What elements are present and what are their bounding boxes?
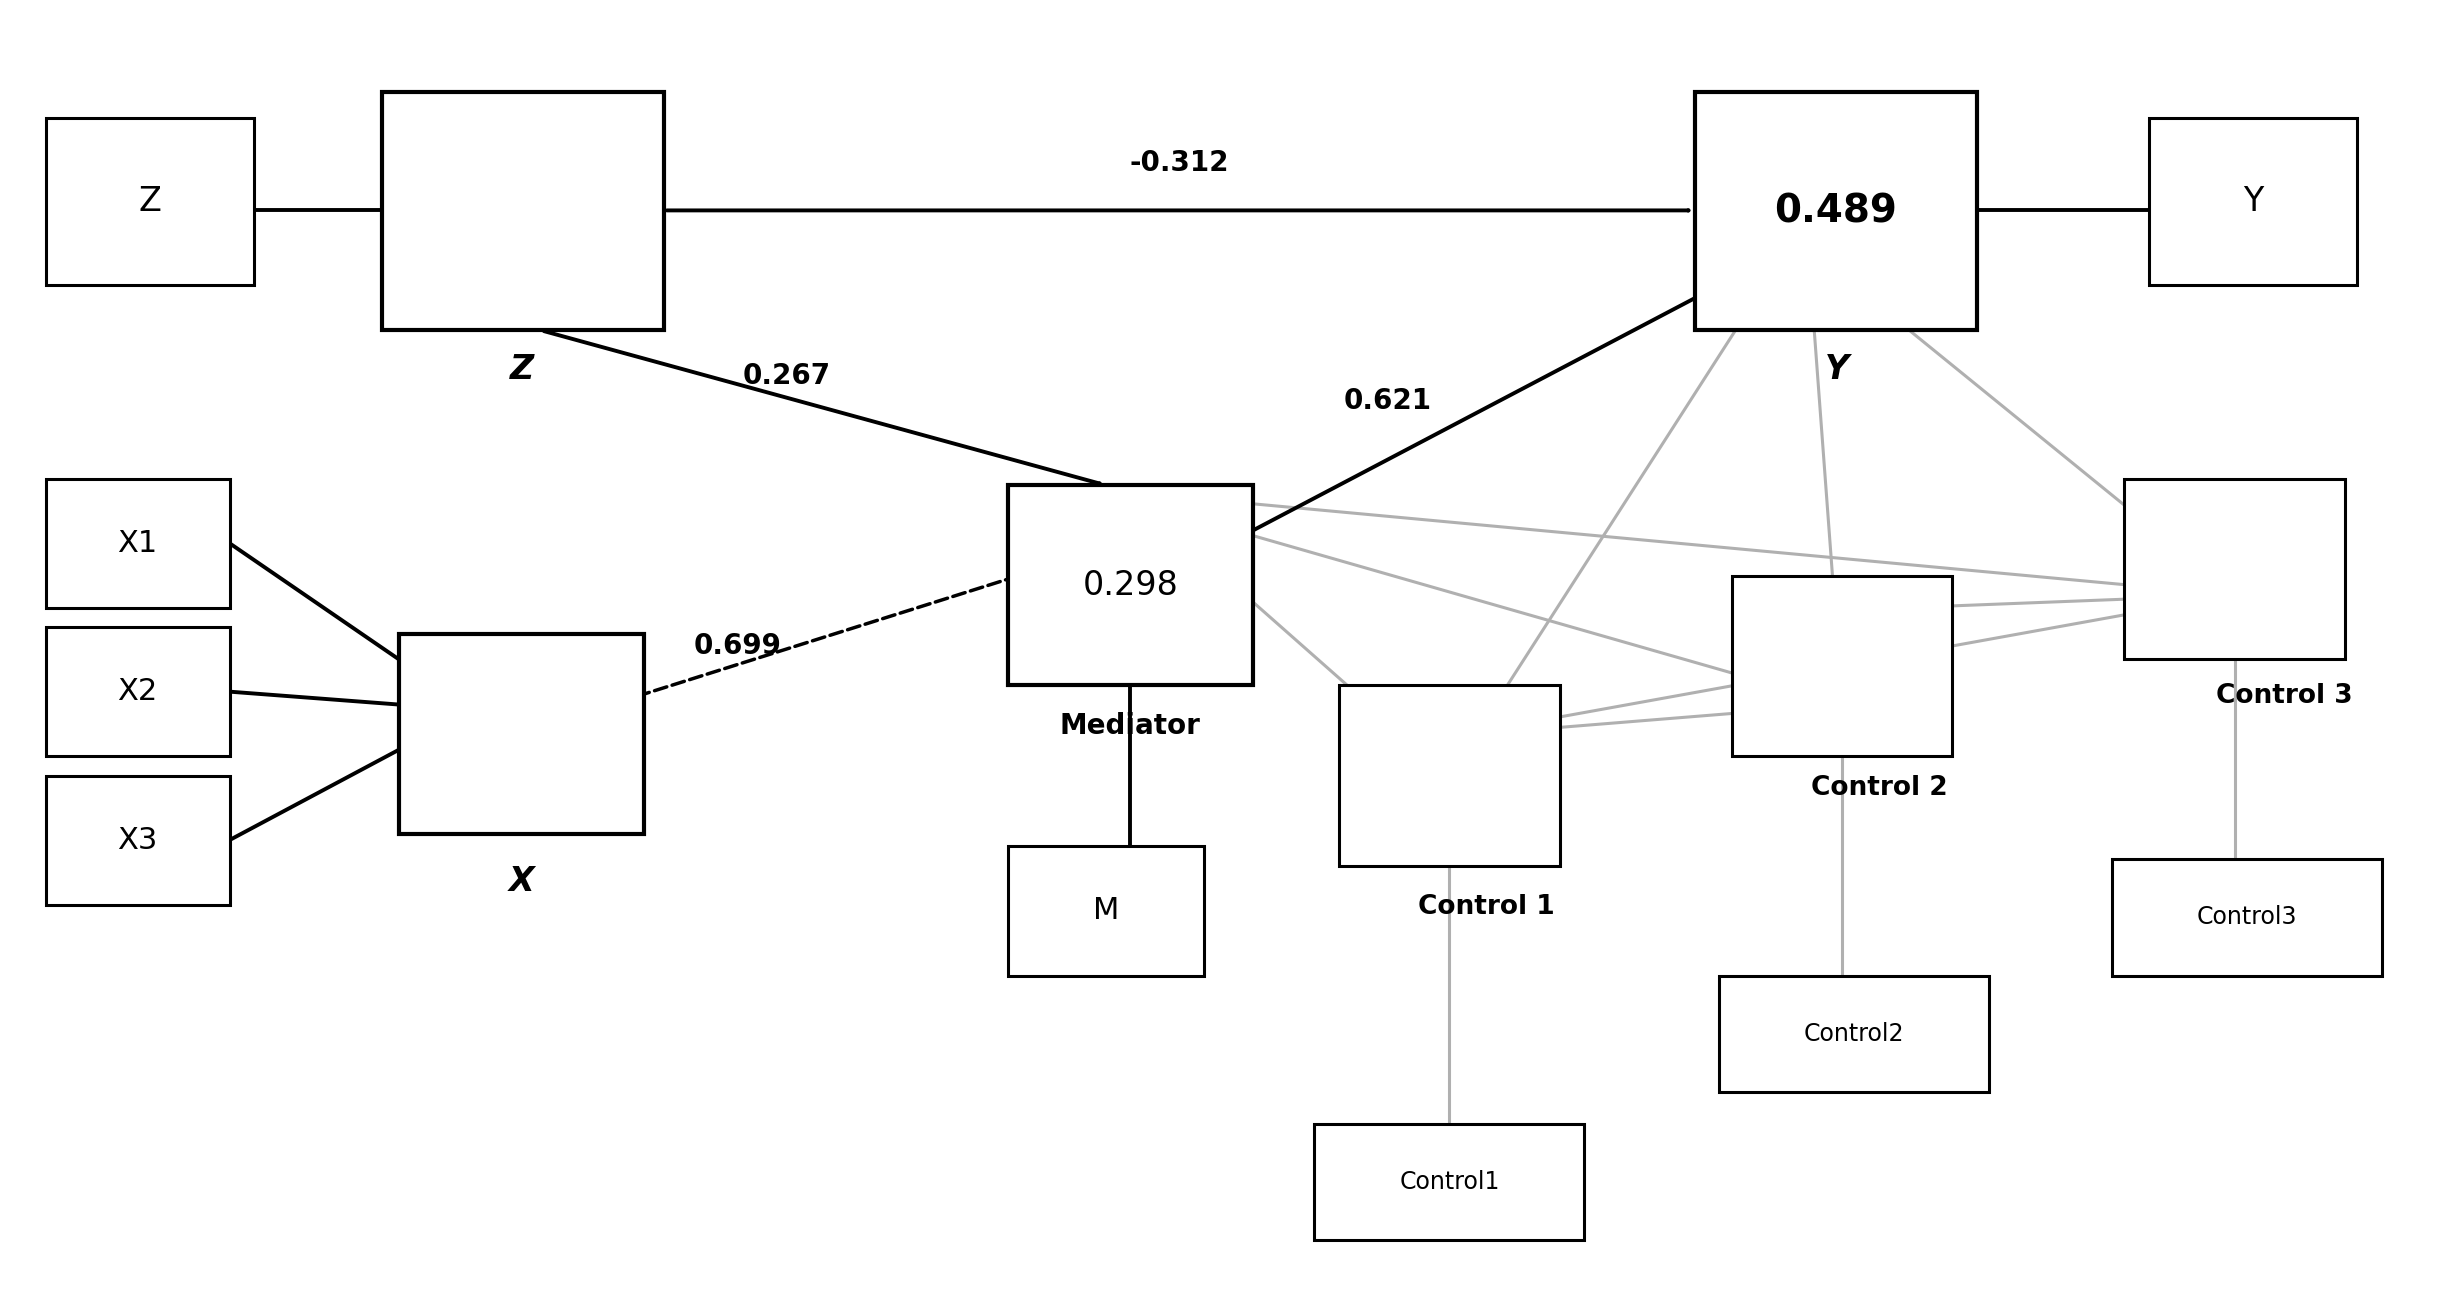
FancyBboxPatch shape bbox=[2150, 118, 2356, 286]
FancyBboxPatch shape bbox=[398, 634, 644, 834]
FancyBboxPatch shape bbox=[1695, 92, 1978, 331]
FancyBboxPatch shape bbox=[1720, 975, 1990, 1091]
Text: Z: Z bbox=[138, 185, 162, 219]
Text: -0.312: -0.312 bbox=[1130, 149, 1228, 177]
FancyBboxPatch shape bbox=[2125, 478, 2344, 659]
FancyBboxPatch shape bbox=[2113, 860, 2381, 975]
Text: X1: X1 bbox=[118, 529, 157, 557]
Text: X: X bbox=[509, 865, 536, 897]
Text: Z: Z bbox=[509, 353, 533, 385]
Text: 0.621: 0.621 bbox=[1344, 388, 1432, 415]
FancyBboxPatch shape bbox=[1732, 575, 1953, 756]
FancyBboxPatch shape bbox=[381, 92, 663, 331]
Text: M: M bbox=[1093, 896, 1118, 926]
FancyBboxPatch shape bbox=[1314, 1124, 1585, 1240]
FancyBboxPatch shape bbox=[1339, 685, 1560, 866]
Text: Control2: Control2 bbox=[1803, 1021, 1904, 1046]
Text: X3: X3 bbox=[118, 825, 157, 855]
Text: 0.489: 0.489 bbox=[1774, 193, 1897, 230]
FancyBboxPatch shape bbox=[47, 118, 253, 286]
Text: X2: X2 bbox=[118, 678, 157, 706]
Text: Y: Y bbox=[2243, 185, 2263, 219]
Text: Control3: Control3 bbox=[2197, 905, 2297, 930]
FancyBboxPatch shape bbox=[1007, 847, 1204, 975]
FancyBboxPatch shape bbox=[47, 776, 229, 905]
Text: Control 1: Control 1 bbox=[1418, 895, 1555, 921]
Text: Control 2: Control 2 bbox=[1811, 776, 1948, 802]
FancyBboxPatch shape bbox=[1007, 485, 1253, 685]
FancyBboxPatch shape bbox=[47, 627, 229, 756]
FancyBboxPatch shape bbox=[47, 478, 229, 608]
Text: 0.699: 0.699 bbox=[693, 632, 781, 661]
Text: Mediator: Mediator bbox=[1059, 712, 1201, 741]
Text: Control 3: Control 3 bbox=[2216, 683, 2351, 709]
Text: Control1: Control1 bbox=[1398, 1170, 1499, 1193]
Text: Y: Y bbox=[1826, 353, 1850, 385]
Text: 0.298: 0.298 bbox=[1084, 569, 1179, 601]
Text: 0.267: 0.267 bbox=[742, 362, 830, 389]
